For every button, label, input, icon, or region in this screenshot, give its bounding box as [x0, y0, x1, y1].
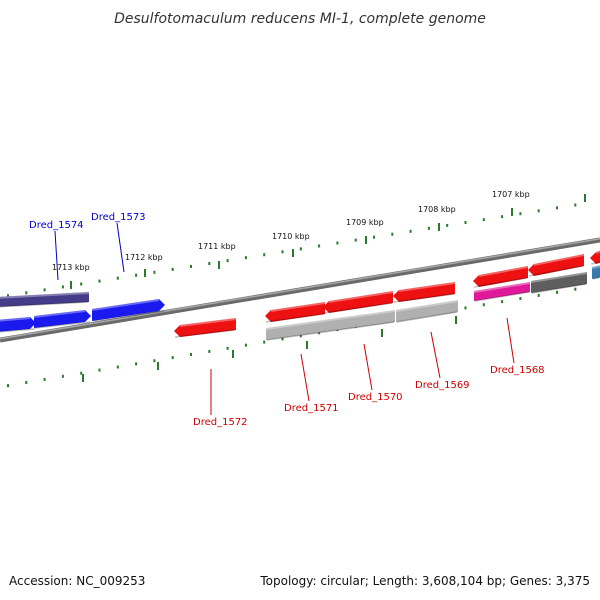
gene-arrow-red-top-6	[590, 250, 600, 265]
gene-features	[0, 250, 600, 341]
gene-label: Dred_1574	[29, 220, 84, 231]
scale-tick-label: 1707 kbp	[492, 190, 530, 199]
gene-label: Dred_1568	[490, 365, 545, 376]
gene-leader-line	[116, 222, 125, 273]
scale-track-outer	[7, 194, 586, 298]
gene-arrow-red-top-5	[528, 254, 584, 277]
gene-arrow-steel	[592, 265, 600, 280]
genome-stats-label: Topology: circular; Length: 3,608,104 bp…	[260, 574, 590, 588]
gene-arrow-dred-1573	[92, 299, 165, 322]
gene-arrow-blue-2	[34, 310, 91, 329]
gene-arrow-magenta	[474, 282, 530, 302]
gene-arrow-navy	[0, 292, 89, 308]
map-title: Desulfotomaculum reducens MI-1, complete…	[114, 11, 486, 27]
gene-arrow-dred-1572	[174, 318, 236, 338]
gene-arrow-red-top-4	[473, 266, 528, 288]
gene-label: Dred_1573	[91, 212, 146, 223]
scale-labels: 1713 kbp 1712 kbp 1711 kbp 1710 kbp 1709 kbp…	[52, 190, 530, 272]
scale-tick-label: 1713 kbp	[52, 263, 90, 272]
gene-arrow-grey-2	[396, 300, 458, 323]
scale-tick-label: 1710 kbp	[272, 232, 310, 241]
gene-labels: Dred_1574 Dred_1573 Dred_1572 Dred_1571 Dred…	[29, 212, 545, 428]
gene-label: Dred_1569	[415, 380, 470, 391]
gene-leader-line	[363, 343, 373, 391]
gene-leader-line	[300, 353, 310, 402]
gene-label: Dred_1570	[348, 392, 403, 403]
gene-leader-line	[506, 317, 515, 364]
scale-tick-label: 1709 kbp	[346, 218, 384, 227]
gene-arrow-darkgrey	[531, 272, 587, 294]
gene-arrow-red-top-3	[393, 282, 455, 303]
gene-arrow-red-top-2	[323, 291, 393, 314]
gene-arrow-grey-1	[266, 310, 395, 341]
gene-label: Dred_1572	[193, 417, 248, 428]
genome-backbone	[0, 237, 600, 343]
gene-arrow-red-top-1	[265, 302, 325, 323]
gene-leader-line	[54, 230, 59, 281]
gene-leader-line	[430, 331, 441, 379]
gene-label: Dred_1571	[284, 403, 339, 414]
scale-tick-label: 1712 kbp	[125, 253, 163, 262]
scale-tick-label: 1708 kbp	[418, 205, 456, 214]
scale-tick-label: 1711 kbp	[198, 242, 236, 251]
accession-label: Accession: NC_009253	[9, 574, 146, 588]
gene-arrow-blue-1	[0, 317, 36, 333]
